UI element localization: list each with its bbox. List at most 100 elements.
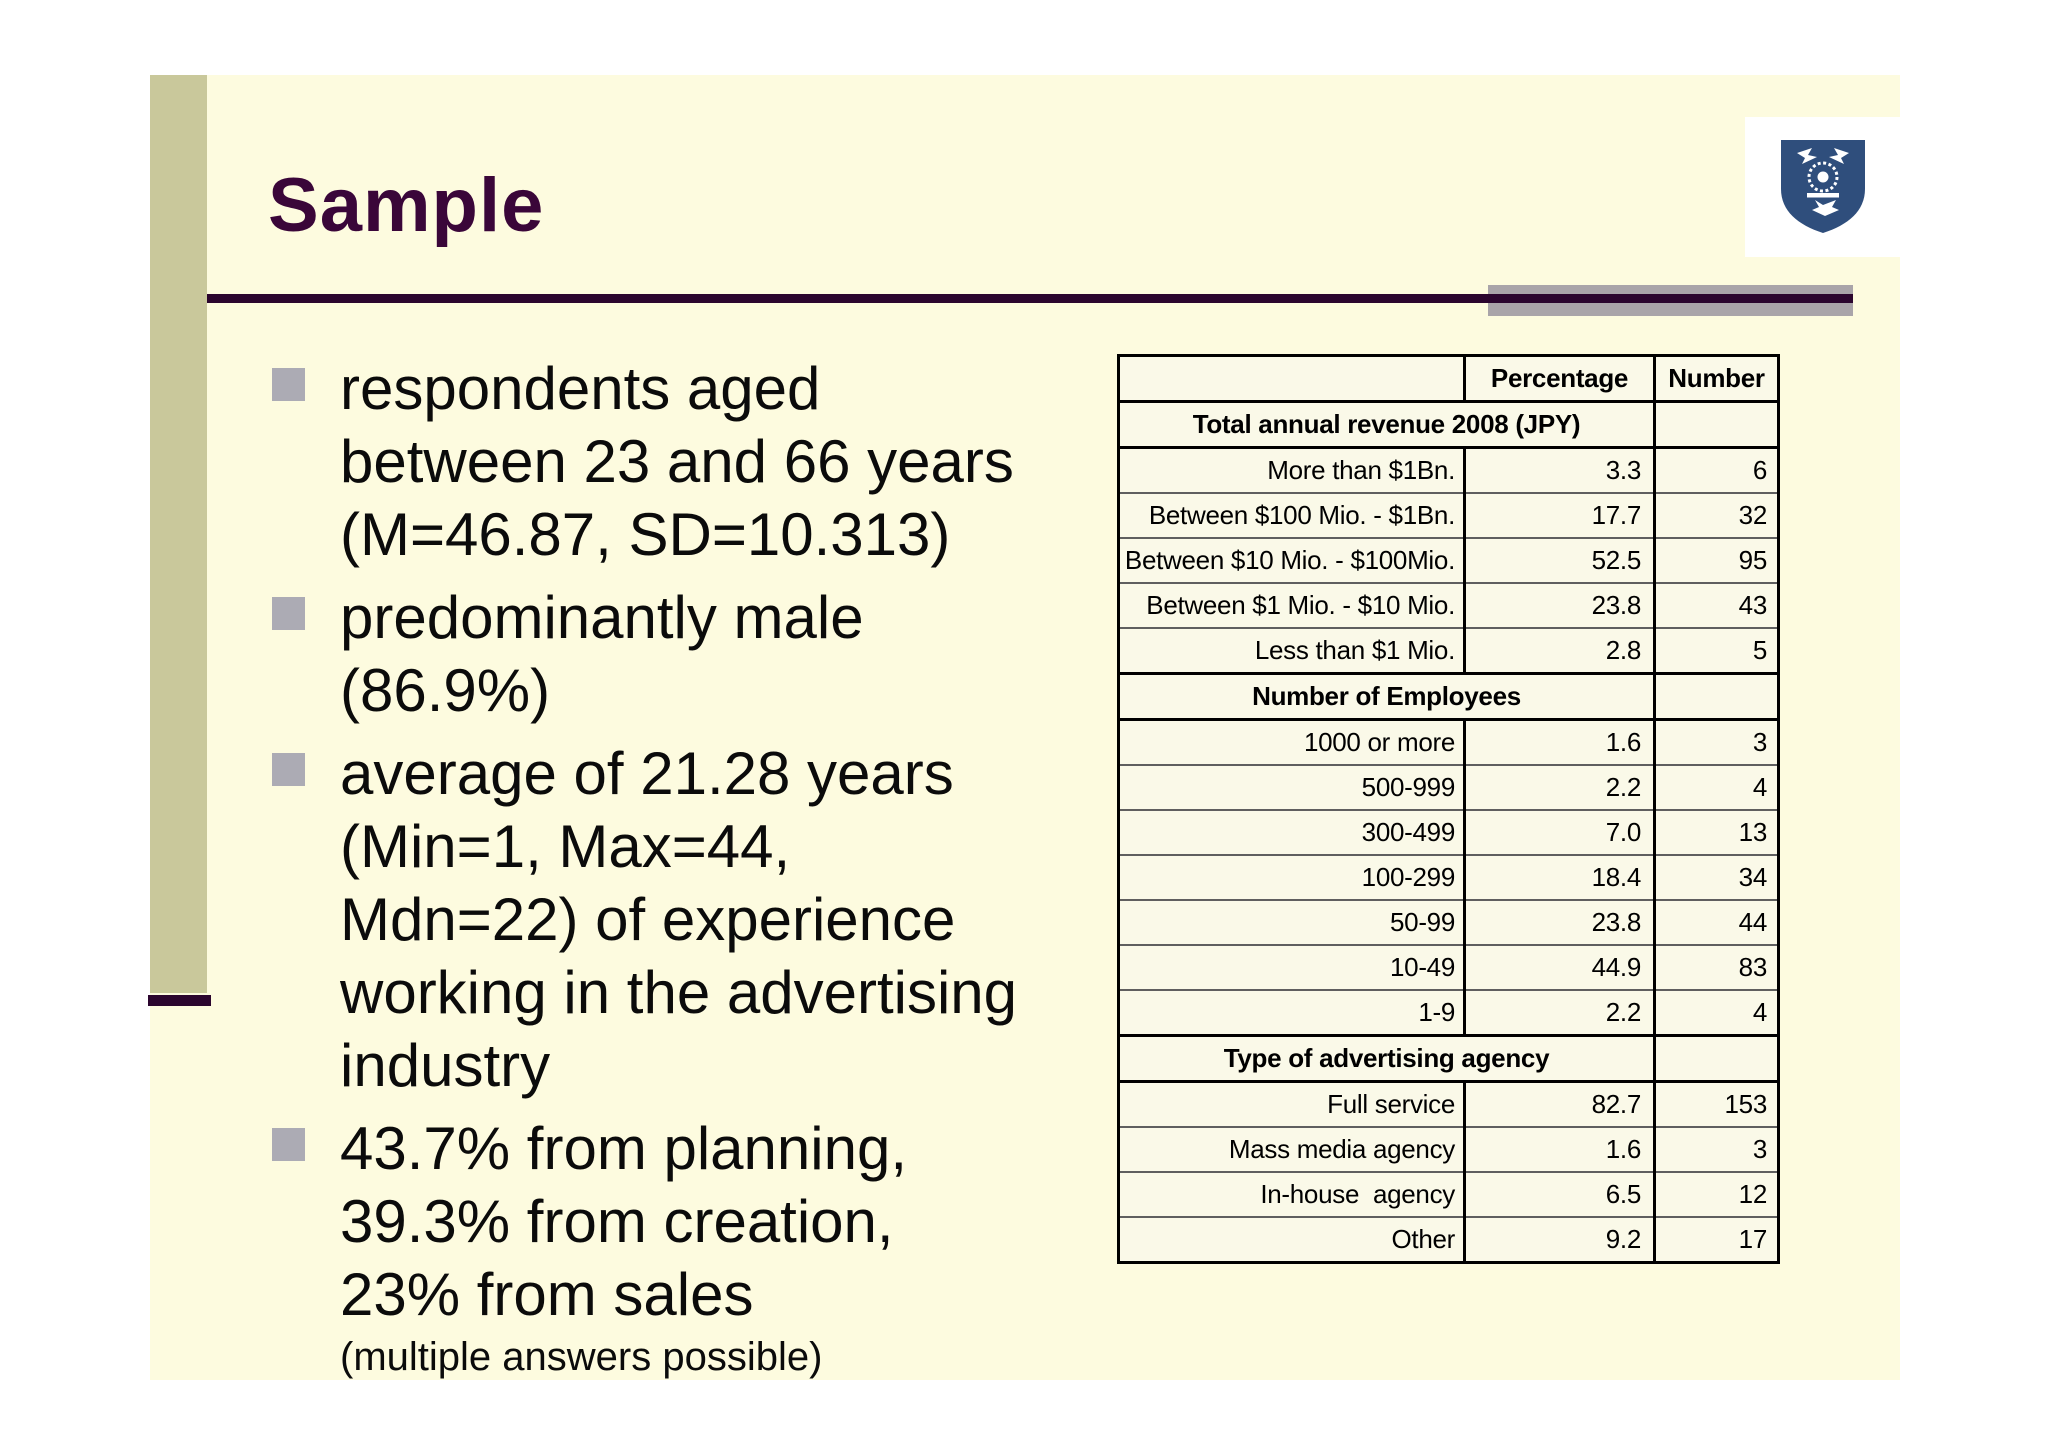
row-percentage: 18.4 — [1464, 855, 1656, 901]
section-spacer — [1653, 1034, 1779, 1083]
row-label: 1000 or more — [1118, 719, 1466, 766]
row-number: 4 — [1654, 765, 1779, 811]
row-percentage: 2.8 — [1464, 628, 1656, 675]
row-percentage: 2.2 — [1464, 990, 1656, 1037]
table-row: 500-999 2.2 4 — [1118, 765, 1779, 811]
table-row: 100-299 18.4 34 — [1118, 855, 1779, 901]
row-percentage: 82.7 — [1464, 1081, 1656, 1128]
row-number: 13 — [1654, 810, 1779, 856]
row-number: 12 — [1654, 1172, 1779, 1218]
row-label: Other — [1118, 1217, 1466, 1264]
table-header-cell: Number — [1654, 355, 1779, 403]
row-label: 50-99 — [1118, 900, 1466, 946]
table-row: Other 9.2 17 — [1118, 1217, 1779, 1264]
row-label: Less than $1 Mio. — [1118, 628, 1466, 675]
bullet-item: average of 21.28 years (Min=1, Max=44, M… — [272, 737, 1102, 1102]
table-row: Between $1 Mio. - $10 Mio. 23.8 43 — [1118, 583, 1779, 629]
shield-crest-icon — [1781, 140, 1865, 233]
row-number: 17 — [1654, 1217, 1779, 1264]
left-accent-line — [148, 995, 211, 1006]
table-row: 10-49 44.9 83 — [1118, 945, 1779, 991]
row-number: 3 — [1654, 1127, 1779, 1173]
bullet-square-icon — [272, 368, 305, 401]
row-percentage: 6.5 — [1464, 1172, 1656, 1218]
row-label: In-house agency — [1118, 1172, 1466, 1218]
row-percentage: 23.8 — [1464, 583, 1656, 629]
row-label: Full service — [1118, 1081, 1466, 1128]
table-row: Full service 82.7 153 — [1118, 1081, 1779, 1128]
row-label: 100-299 — [1118, 855, 1466, 901]
row-percentage: 2.2 — [1464, 765, 1656, 811]
row-percentage: 44.9 — [1464, 945, 1656, 991]
bullet-item: predominantly male (86.9%) — [272, 581, 1102, 727]
bullet-text: predominantly male (86.9%) — [340, 584, 864, 724]
row-number: 34 — [1654, 855, 1779, 901]
bullet-note: (multiple answers possible) — [340, 1335, 823, 1379]
section-header-row: Number of Employees — [1118, 672, 1779, 721]
table-row: In-house agency 6.5 12 — [1118, 1172, 1779, 1218]
row-label: Mass media agency — [1118, 1127, 1466, 1173]
row-percentage: 23.8 — [1464, 900, 1656, 946]
table-row: Between $100 Mio. - $1Bn. 17.7 32 — [1118, 493, 1779, 539]
row-number: 95 — [1654, 538, 1779, 584]
table-row: Mass media agency 1.6 3 — [1118, 1127, 1779, 1173]
row-number: 5 — [1654, 628, 1779, 675]
row-number: 43 — [1654, 583, 1779, 629]
title-underline-rule — [207, 294, 1853, 303]
bullet-square-icon — [272, 753, 305, 786]
row-percentage: 1.6 — [1464, 1127, 1656, 1173]
table-row: 1000 or more 1.6 3 — [1118, 719, 1779, 766]
row-label: More than $1Bn. — [1118, 447, 1466, 494]
table-head: Percentage Number — [1118, 355, 1779, 403]
section-title: Number of Employees — [1118, 672, 1656, 721]
table-header-cell — [1118, 355, 1466, 403]
row-number: 32 — [1654, 493, 1779, 539]
table-row: 1-9 2.2 4 — [1118, 990, 1779, 1037]
row-number: 6 — [1654, 447, 1779, 494]
row-percentage: 9.2 — [1464, 1217, 1656, 1264]
section-spacer — [1653, 400, 1779, 449]
row-percentage: 1.6 — [1464, 719, 1656, 766]
row-label: 500-999 — [1118, 765, 1466, 811]
row-label: Between $1 Mio. - $10 Mio. — [1118, 583, 1466, 629]
row-number: 83 — [1654, 945, 1779, 991]
row-percentage: 52.5 — [1464, 538, 1656, 584]
row-label: 300-499 — [1118, 810, 1466, 856]
bullet-list: respondents aged between 23 and 66 years… — [272, 352, 1102, 1381]
row-label: 1-9 — [1118, 990, 1466, 1037]
bullet-item: respondents aged between 23 and 66 years… — [272, 352, 1102, 571]
row-label: Between $10 Mio. - $100Mio. — [1118, 538, 1466, 584]
row-number: 44 — [1654, 900, 1779, 946]
bullet-text: average of 21.28 years (Min=1, Max=44, M… — [340, 740, 1018, 1099]
row-number: 153 — [1654, 1081, 1779, 1128]
bullet-square-icon — [272, 1128, 305, 1161]
table-row: 50-99 23.8 44 — [1118, 900, 1779, 946]
section-title: Type of advertising agency — [1118, 1034, 1656, 1083]
table-row: More than $1Bn. 3.3 6 — [1118, 447, 1779, 494]
section-header-row: Total annual revenue 2008 (JPY) — [1118, 400, 1779, 449]
bullet-item: 43.7% from planning, 39.3% from creation… — [272, 1112, 1102, 1381]
row-label: 10-49 — [1118, 945, 1466, 991]
row-number: 3 — [1654, 719, 1779, 766]
table-row: Less than $1 Mio. 2.8 5 — [1118, 628, 1779, 675]
section-title: Total annual revenue 2008 (JPY) — [1118, 400, 1656, 449]
table-header-row: Percentage Number — [1118, 355, 1779, 403]
logo-box — [1745, 117, 1901, 257]
bullet-square-icon — [272, 597, 305, 630]
bullet-text: respondents aged between 23 and 66 years… — [340, 355, 1014, 568]
bullet-text: 43.7% from planning, 39.3% from creation… — [340, 1115, 908, 1328]
table-header-cell: Percentage — [1464, 355, 1656, 403]
page-title: Sample — [268, 163, 545, 248]
section-header-row: Type of advertising agency — [1118, 1034, 1779, 1083]
row-percentage: 17.7 — [1464, 493, 1656, 539]
table-body: Total annual revenue 2008 (JPY) More than… — [1118, 400, 1779, 1264]
left-sidebar-bar — [150, 75, 207, 993]
table-row: Between $10 Mio. - $100Mio. 52.5 95 — [1118, 538, 1779, 584]
row-percentage: 7.0 — [1464, 810, 1656, 856]
row-label: Between $100 Mio. - $1Bn. — [1118, 493, 1466, 539]
row-number: 4 — [1654, 990, 1779, 1037]
table-row: 300-499 7.0 13 — [1118, 810, 1779, 856]
row-percentage: 3.3 — [1464, 447, 1656, 494]
section-spacer — [1653, 672, 1779, 721]
